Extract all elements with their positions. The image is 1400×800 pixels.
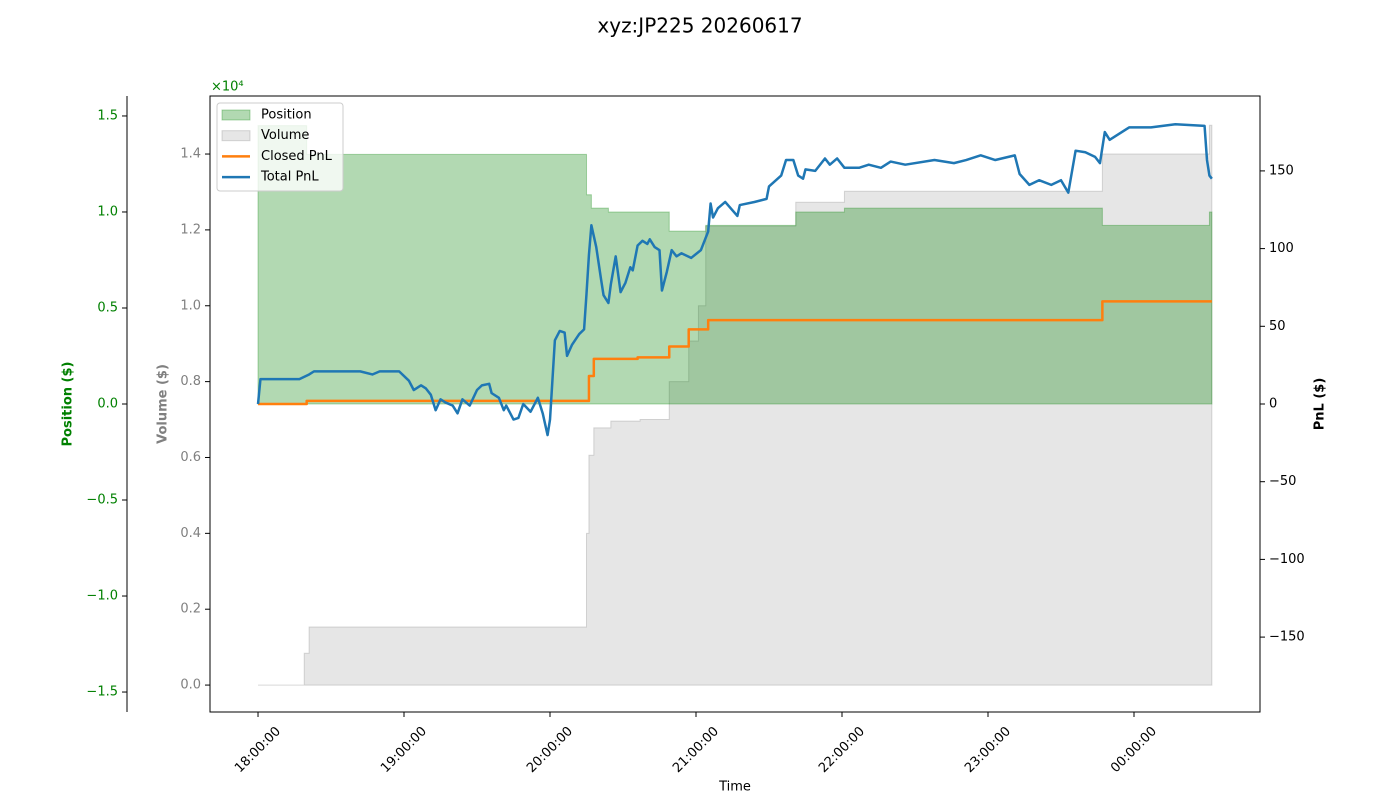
legend-swatch <box>221 109 251 121</box>
legend-label: Closed PnL <box>261 149 333 164</box>
position-tick-label: 1.5 <box>97 108 118 123</box>
position-tick-label: −0.5 <box>86 493 118 508</box>
position-tick-label: 1.0 <box>97 204 118 219</box>
volume-tick-label: 0.8 <box>180 374 201 389</box>
volume-tick-label: 1.0 <box>180 298 201 313</box>
volume-tick-label: 1.2 <box>180 222 201 237</box>
legend-label: Total PnL <box>260 170 319 185</box>
legend-swatch <box>221 130 251 142</box>
volume-tick-label: 0.4 <box>180 526 201 541</box>
x-tick-label: 00:00:00 <box>1108 724 1160 776</box>
pnl-tick-label: −150 <box>1269 630 1305 645</box>
pnl-tick-label: 100 <box>1269 241 1294 256</box>
legend: Position Volume Closed PnL Total PnL <box>216 102 344 192</box>
x-tick-label: 21:00:00 <box>670 724 722 776</box>
legend-label: Position <box>261 108 312 123</box>
x-tick-label: 23:00:00 <box>962 724 1014 776</box>
pnl-tick-label: 50 <box>1269 319 1286 334</box>
volume-tick-label: 1.4 <box>180 147 201 162</box>
x-axis-label: Time <box>718 780 751 795</box>
area <box>258 124 1213 686</box>
x-tick-label: 22:00:00 <box>816 724 868 776</box>
line <box>258 300 1212 406</box>
position-tick-label: −1.5 <box>86 685 118 700</box>
line <box>256 123 1213 437</box>
pnl-tick-label: 0 <box>1269 397 1277 412</box>
y-axis-label: Position ($) <box>61 362 76 447</box>
chart-title: xyz:JP225 20260617 <box>597 14 802 38</box>
pnl-tick-label: −100 <box>1269 552 1305 567</box>
position-tick-label: −1.0 <box>86 589 118 604</box>
volume-tick-label: 0.6 <box>180 450 201 465</box>
legend-box <box>216 102 344 192</box>
volume-tick-label: 0.2 <box>180 602 201 617</box>
legend-label: Volume <box>261 128 309 143</box>
position-tick-label: 0.0 <box>97 397 118 412</box>
volume-tick-label: 0.0 <box>180 678 201 693</box>
x-tick-label: 20:00:00 <box>524 724 576 776</box>
area <box>257 125 1213 405</box>
pnl-tick-label: 150 <box>1269 163 1294 178</box>
pnl-axis-label: PnL ($) <box>1313 378 1328 431</box>
position-tick-label: 0.5 <box>97 300 118 315</box>
volume-axis-label: Volume ($) <box>156 364 171 444</box>
x-tick-label: 18:00:00 <box>232 724 284 776</box>
y-offset-label: ×10⁴ <box>211 80 244 95</box>
pnl-tick-label: −50 <box>1269 474 1296 489</box>
x-tick-label: 19:00:00 <box>378 724 430 776</box>
